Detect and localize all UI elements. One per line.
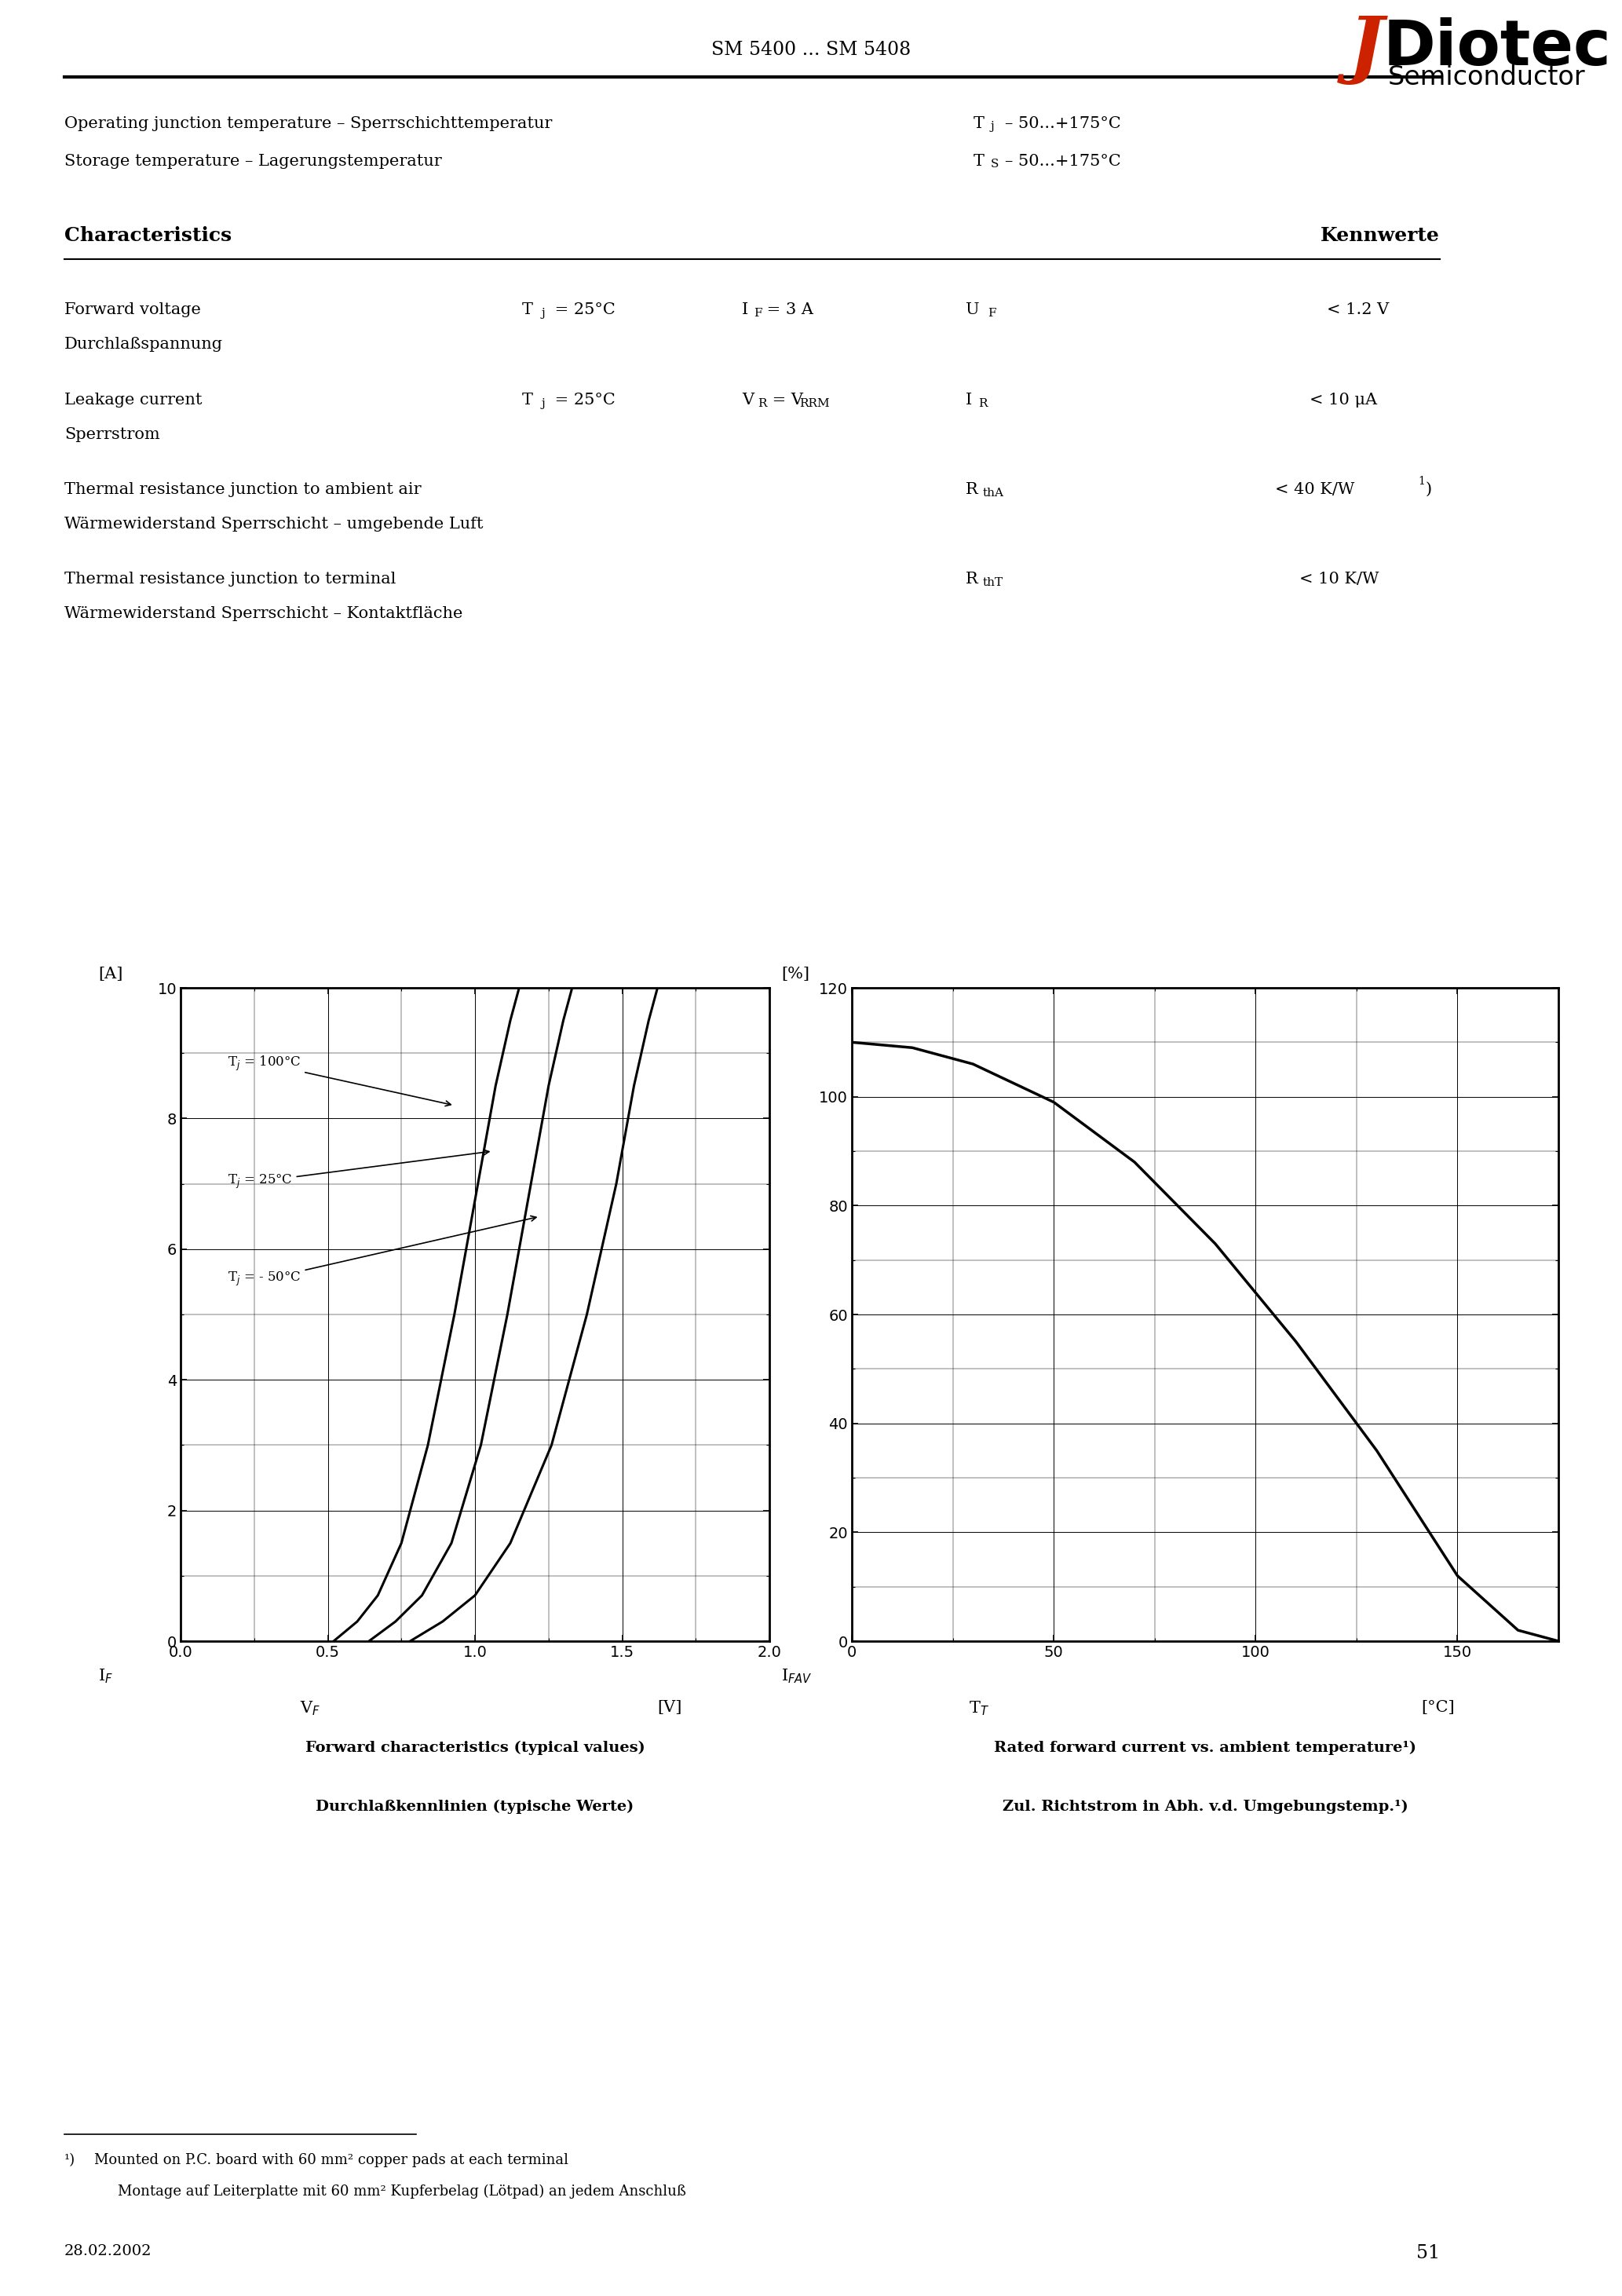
Text: Leakage current: Leakage current <box>65 393 203 406</box>
Text: j: j <box>991 122 994 131</box>
Text: J: J <box>1350 14 1384 85</box>
Text: thA: thA <box>983 487 1004 498</box>
Text: T: T <box>973 117 985 131</box>
Text: Diotec: Diotec <box>1384 18 1612 78</box>
Text: thT: thT <box>983 576 1004 588</box>
Text: T$_j$ = 25°C: T$_j$ = 25°C <box>227 1150 490 1189</box>
Text: Wärmewiderstand Sperrschicht – Kontaktfläche: Wärmewiderstand Sperrschicht – Kontaktfl… <box>65 606 462 622</box>
Text: I: I <box>965 393 972 406</box>
Text: = 25°C: = 25°C <box>550 303 615 317</box>
Text: Sperrstrom: Sperrstrom <box>65 427 161 443</box>
Text: ¹): ¹) <box>65 2154 76 2167</box>
Text: Operating junction temperature – Sperrschichttemperatur: Operating junction temperature – Sperrsc… <box>65 117 551 131</box>
Text: Zul. Richtstrom in Abh. v.d. Umgebungstemp.¹): Zul. Richtstrom in Abh. v.d. Umgebungste… <box>1002 1800 1408 1814</box>
Text: I$_{FAV}$: I$_{FAV}$ <box>782 1667 813 1685</box>
Text: T$_j$ = 100°C: T$_j$ = 100°C <box>227 1054 451 1107</box>
Text: SM 5400 ... SM 5408: SM 5400 ... SM 5408 <box>710 41 912 60</box>
Text: T: T <box>973 154 985 170</box>
Text: T: T <box>522 393 534 406</box>
Text: S: S <box>991 158 999 170</box>
Text: Mounted on P.C. board with 60 mm² copper pads at each terminal: Mounted on P.C. board with 60 mm² copper… <box>94 2154 568 2167</box>
Text: Wärmewiderstand Sperrschicht – umgebende Luft: Wärmewiderstand Sperrschicht – umgebende… <box>65 517 483 533</box>
Text: Storage temperature – Lagerungstemperatur: Storage temperature – Lagerungstemperatu… <box>65 154 441 170</box>
Text: – 50...+175°C: – 50...+175°C <box>1006 154 1121 170</box>
Text: – 50...+175°C: – 50...+175°C <box>1006 117 1121 131</box>
Text: T$_j$ = - 50°C: T$_j$ = - 50°C <box>227 1217 537 1288</box>
Text: RRM: RRM <box>800 397 829 409</box>
Text: Thermal resistance junction to terminal: Thermal resistance junction to terminal <box>65 572 396 585</box>
Text: Characteristics: Characteristics <box>65 225 232 246</box>
Text: U: U <box>965 303 980 317</box>
Text: I$_F$: I$_F$ <box>99 1667 114 1685</box>
Text: V: V <box>741 393 754 406</box>
Text: Rated forward current vs. ambient temperature¹): Rated forward current vs. ambient temper… <box>994 1740 1416 1756</box>
Text: [A]: [A] <box>99 967 123 980</box>
Text: T: T <box>522 303 534 317</box>
Text: = 3 A: = 3 A <box>762 303 813 317</box>
Text: = V: = V <box>767 393 803 406</box>
Text: Montage auf Leiterplatte mit 60 mm² Kupferbelag (Lötpad) an jedem Anschluß: Montage auf Leiterplatte mit 60 mm² Kupf… <box>118 2183 686 2200</box>
Text: [V]: [V] <box>657 1699 681 1715</box>
Text: R: R <box>757 397 767 409</box>
Text: j: j <box>542 308 545 319</box>
Text: = 25°C: = 25°C <box>550 393 615 406</box>
Text: Thermal resistance junction to ambient air: Thermal resistance junction to ambient a… <box>65 482 422 496</box>
Text: Forward characteristics (typical values): Forward characteristics (typical values) <box>305 1740 646 1756</box>
Text: R: R <box>978 397 988 409</box>
Text: I: I <box>741 303 748 317</box>
Text: Durchlaßspannung: Durchlaßspannung <box>65 338 222 351</box>
Text: ): ) <box>1426 482 1432 496</box>
Text: Kennwerte: Kennwerte <box>1320 225 1440 246</box>
Text: 28.02.2002: 28.02.2002 <box>65 2243 152 2259</box>
Text: < 10 K/W: < 10 K/W <box>1299 572 1379 585</box>
Text: [%]: [%] <box>782 967 809 980</box>
Text: R: R <box>965 482 978 496</box>
Text: j: j <box>542 397 545 409</box>
Text: T$_T$: T$_T$ <box>968 1699 989 1717</box>
Text: F: F <box>988 308 996 319</box>
Text: 51: 51 <box>1416 2243 1440 2262</box>
Text: 1: 1 <box>1418 475 1424 487</box>
Text: < 40 K/W: < 40 K/W <box>1275 482 1354 496</box>
Text: < 1.2 V: < 1.2 V <box>1327 303 1388 317</box>
Text: [°C]: [°C] <box>1421 1699 1455 1715</box>
Text: Forward voltage: Forward voltage <box>65 303 201 317</box>
Text: Durchlaßkennlinien (typische Werte): Durchlaßkennlinien (typische Werte) <box>316 1800 634 1814</box>
Text: V$_F$: V$_F$ <box>300 1699 321 1717</box>
Text: < 10 μA: < 10 μA <box>1309 393 1377 406</box>
Text: Semiconductor: Semiconductor <box>1388 64 1586 90</box>
Text: R: R <box>965 572 978 585</box>
Text: F: F <box>754 308 762 319</box>
